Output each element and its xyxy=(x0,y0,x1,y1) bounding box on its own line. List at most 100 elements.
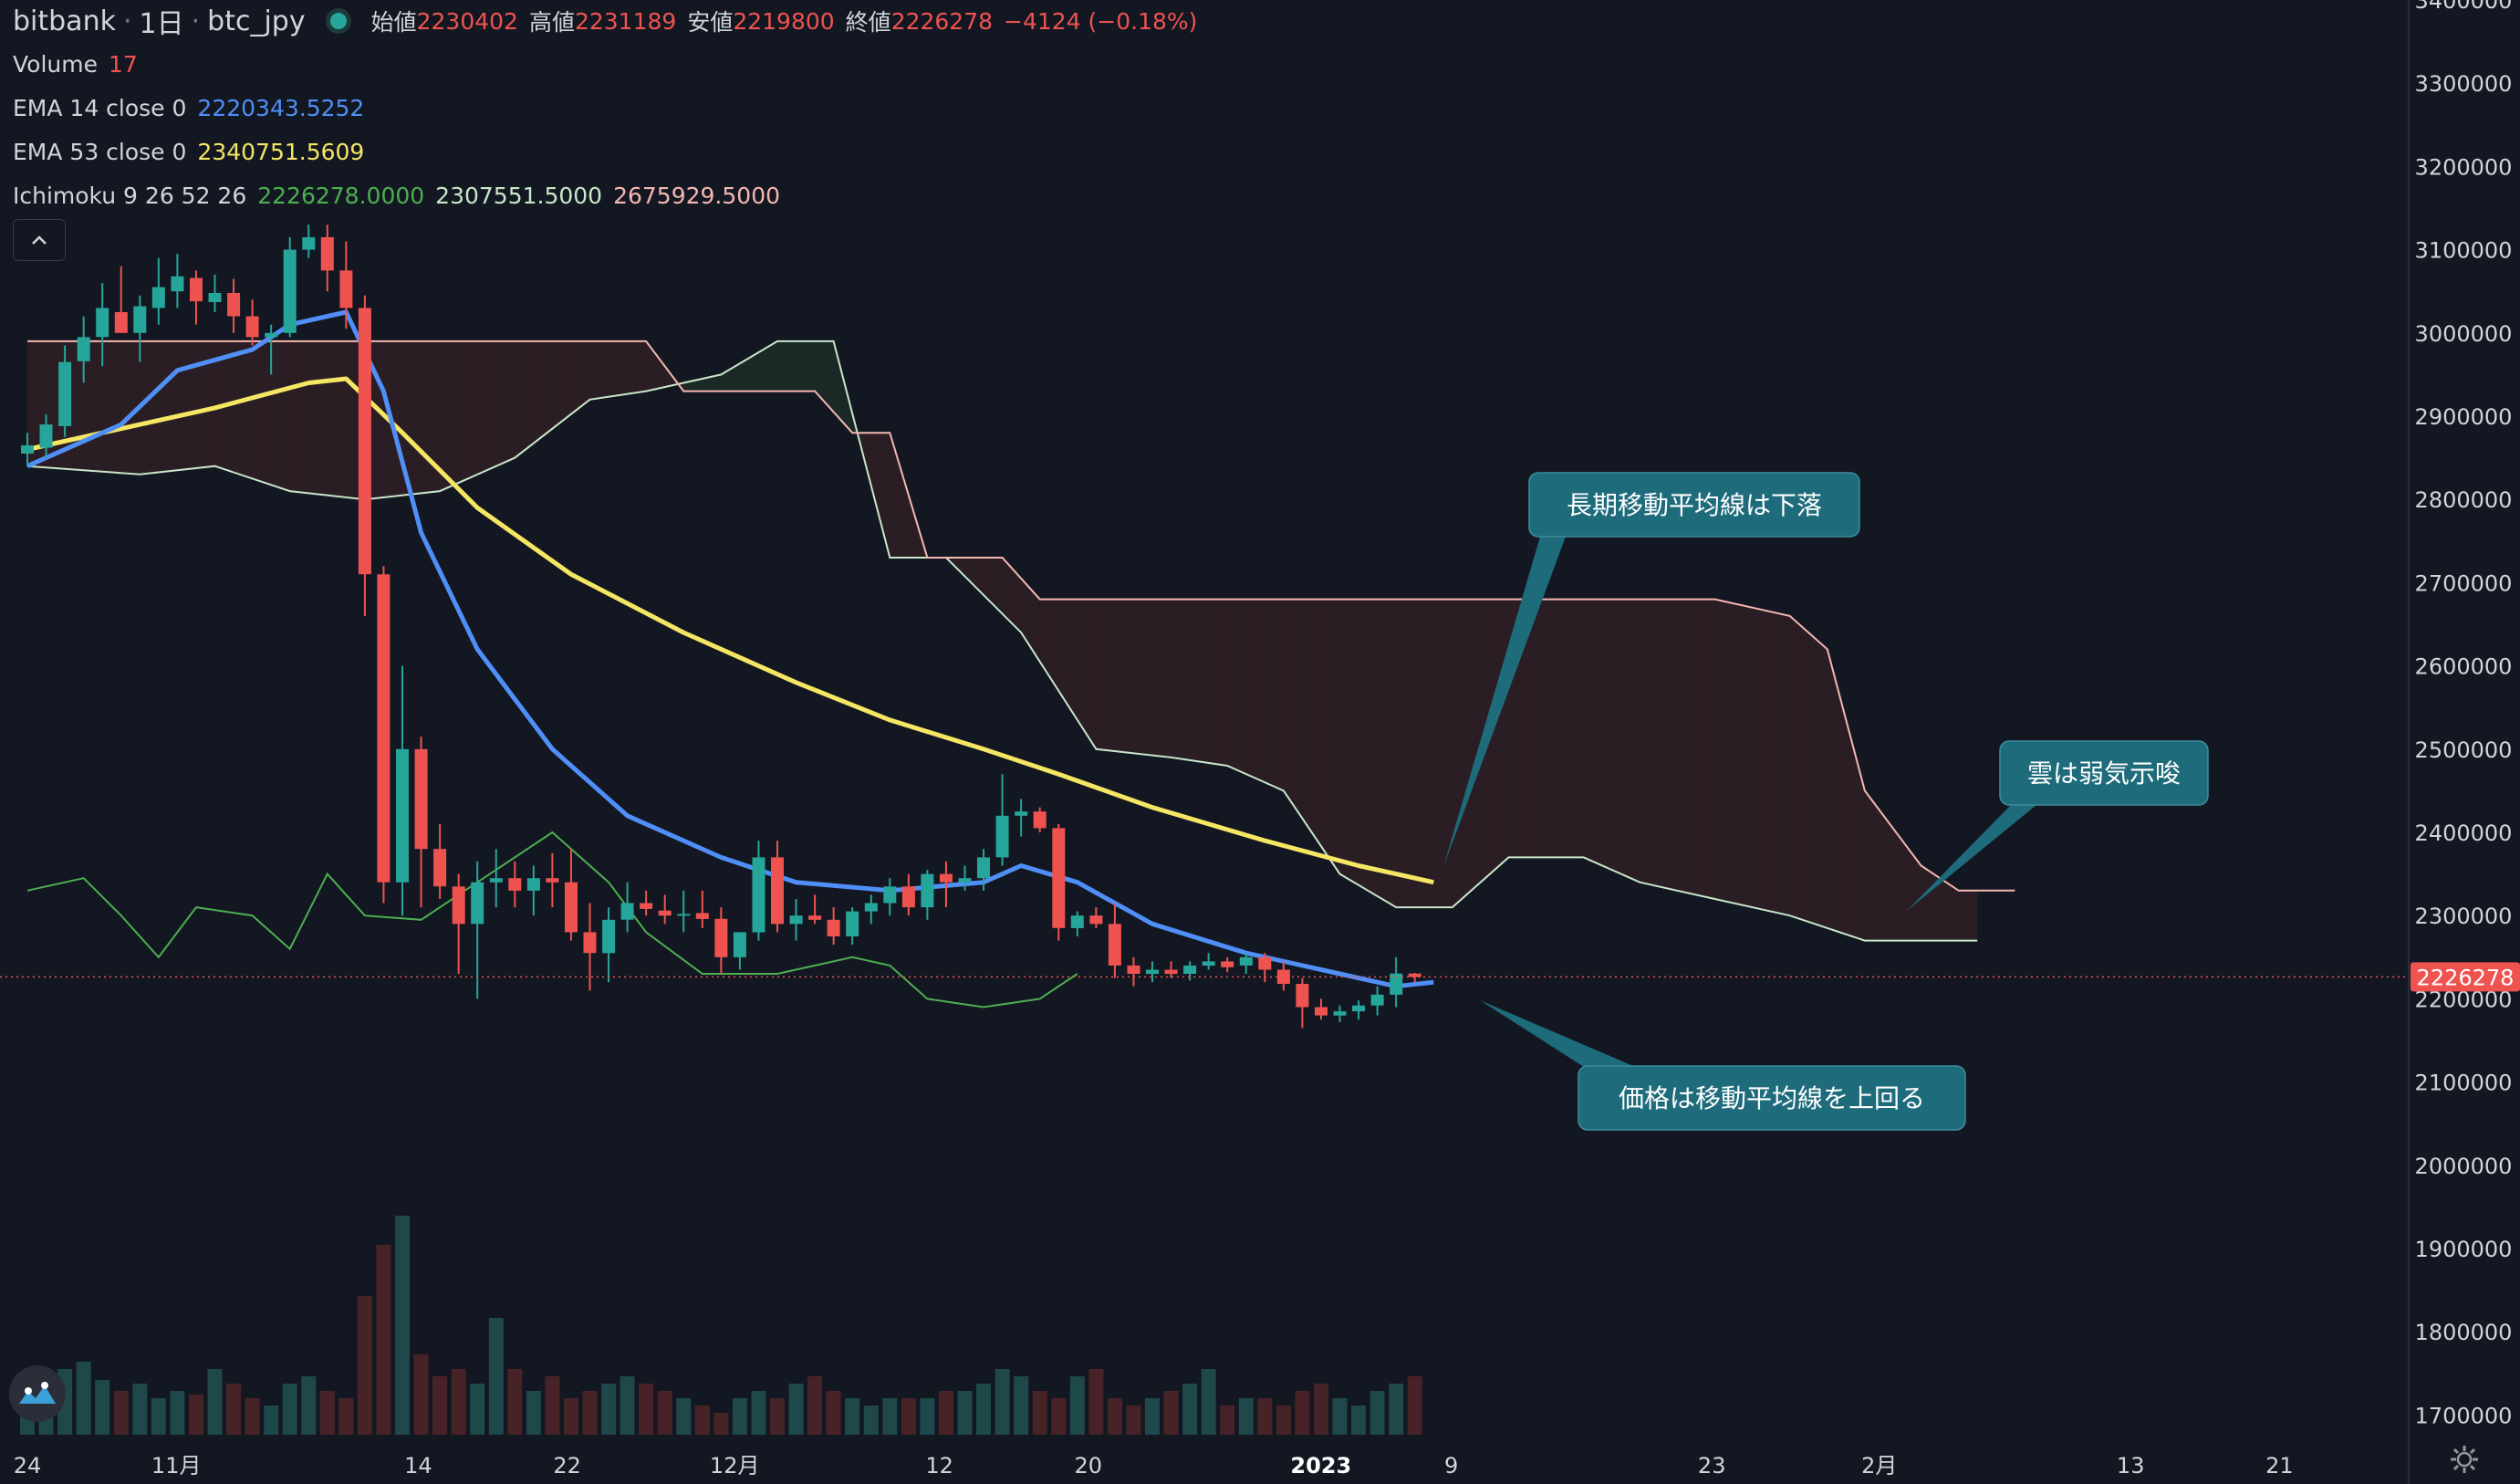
separator-dot: · xyxy=(191,5,201,37)
cloud-segment xyxy=(271,340,281,488)
cloud-segment xyxy=(1180,599,1191,760)
candle-body xyxy=(602,919,616,954)
cloud-segment xyxy=(168,340,178,472)
time-tick-label: 22 xyxy=(553,1453,581,1479)
cloud-segment xyxy=(1021,578,1031,648)
callout-box xyxy=(1999,740,2209,806)
volume-bar xyxy=(113,1391,129,1435)
volume-bar xyxy=(264,1406,279,1435)
cloud-segment xyxy=(1789,615,1799,919)
volume-bars xyxy=(20,1216,1422,1435)
candle-body xyxy=(21,444,34,454)
cloud-segment xyxy=(833,340,843,423)
candle-body xyxy=(1315,1007,1328,1016)
cloud-segment xyxy=(1359,599,1369,891)
cloud-segment xyxy=(261,340,272,486)
volume-legend[interactable]: Volume 17 xyxy=(13,42,1197,86)
candle-body xyxy=(752,857,765,933)
price-tick-label: 2900000 xyxy=(2415,404,2513,430)
cloud-segment xyxy=(561,340,571,422)
cloud-segment xyxy=(1293,599,1303,819)
collapse-legend-button[interactable] xyxy=(13,219,66,261)
volume-bar xyxy=(807,1376,823,1435)
price-tick-label: 1700000 xyxy=(2415,1403,2513,1428)
candle-body xyxy=(1370,994,1384,1006)
ichimoku-legend[interactable]: Ichimoku 9 26 52 26 2226278.0000 2307551… xyxy=(13,173,1197,217)
candle-body xyxy=(546,878,559,883)
volume-bar xyxy=(694,1406,710,1435)
volume-bar xyxy=(826,1391,841,1435)
price-tick-label: 2100000 xyxy=(2415,1071,2513,1096)
time-tick-label: 11月 xyxy=(151,1453,202,1479)
cloud-segment xyxy=(580,340,590,407)
price-tick-label: 3400000 xyxy=(2415,0,2513,14)
volume-bar xyxy=(395,1216,410,1435)
time-tick-label: 12 xyxy=(925,1453,953,1479)
price-tick-label: 2600000 xyxy=(2415,654,2513,680)
interval-label[interactable]: 1日 xyxy=(139,8,184,40)
cloud-segment xyxy=(102,340,112,473)
ema53-legend[interactable]: EMA 53 close 0 2340751.5609 xyxy=(13,130,1197,173)
cloud-segment xyxy=(186,340,196,470)
cloud-segment xyxy=(890,433,900,558)
price-tick-label: 2700000 xyxy=(2415,570,2513,596)
volume-bar xyxy=(845,1398,860,1435)
cloud-segment xyxy=(337,340,347,497)
cloud-segment xyxy=(1105,599,1115,752)
candle-body xyxy=(583,932,597,954)
candle-body xyxy=(1127,965,1140,974)
ichimoku-conversion-value: 2226278.0000 xyxy=(257,182,425,209)
time-tick-label: 13 xyxy=(2117,1453,2145,1479)
cloud-segment xyxy=(1321,599,1331,861)
gear-icon[interactable] xyxy=(2449,1444,2480,1475)
candle-body xyxy=(1108,924,1121,966)
cloud-segment xyxy=(130,340,141,475)
callout: 雲は弱気示唆 xyxy=(1907,740,2209,911)
candle-body xyxy=(771,857,784,925)
candle-body xyxy=(77,337,90,361)
cloud-segment xyxy=(1620,599,1630,879)
cloud-segment xyxy=(308,340,318,495)
time-tick-label: 23 xyxy=(1698,1453,1726,1479)
candle-body xyxy=(171,276,184,292)
cloud-segment xyxy=(92,340,103,472)
volume-bar xyxy=(1014,1376,1029,1435)
time-tick-label: 21 xyxy=(2265,1453,2294,1479)
volume-bar xyxy=(226,1384,242,1435)
cloud-segment xyxy=(327,340,338,496)
exchange-name[interactable]: bitbank xyxy=(13,5,116,37)
cloud-segment xyxy=(477,340,487,475)
cloud-segment xyxy=(1874,803,1884,941)
candle-body xyxy=(733,932,746,957)
cloud-segment xyxy=(1049,599,1059,691)
candle-body xyxy=(96,308,109,338)
cloud-segment xyxy=(974,558,984,596)
volume-bar xyxy=(1257,1398,1273,1435)
cloud-segment xyxy=(495,340,505,466)
candle-body xyxy=(1239,956,1253,966)
volume-bar xyxy=(526,1391,541,1435)
cloud-segment xyxy=(618,340,628,396)
cloud-segment xyxy=(1846,719,1856,938)
candle-body xyxy=(714,918,728,957)
candle-body xyxy=(677,914,691,916)
candle-body xyxy=(414,748,428,850)
tradingview-logo-icon[interactable] xyxy=(9,1365,66,1422)
cloud-segment xyxy=(1489,599,1500,874)
ema14-legend[interactable]: EMA 14 close 0 2220343.5252 xyxy=(13,86,1197,130)
cloud-segment xyxy=(1827,649,1838,932)
cloud-segment xyxy=(1696,599,1706,897)
cloud-segment xyxy=(289,340,299,493)
candle-body xyxy=(471,882,484,925)
candle-body xyxy=(114,312,128,333)
cloud-segment xyxy=(1517,599,1527,858)
callout: 長期移動平均線は下落 xyxy=(1443,472,1860,867)
cloud-segment xyxy=(543,340,553,436)
pair-label[interactable]: btc_jpy xyxy=(207,5,306,37)
current-price-badge xyxy=(2411,962,2520,992)
cloud-segment xyxy=(1471,599,1481,891)
candle-body xyxy=(1183,965,1197,974)
